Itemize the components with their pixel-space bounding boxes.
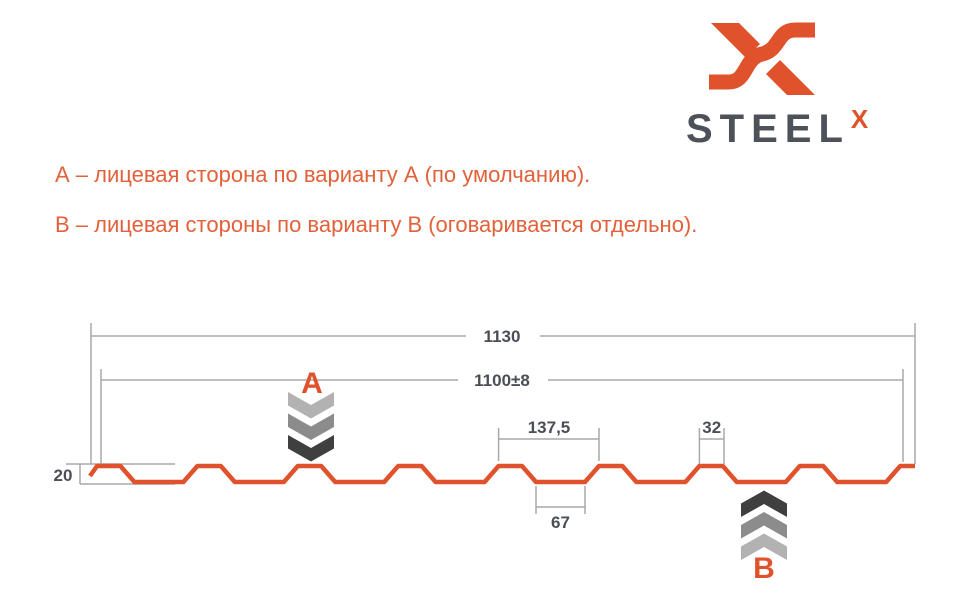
dim-valley-label: 67 xyxy=(551,513,570,532)
side-a-letter: A xyxy=(301,367,323,400)
dim-pitch-label: 137,5 xyxy=(528,418,571,437)
chevron-down-icon xyxy=(288,392,334,462)
dimension-rib-top-width: 32 xyxy=(698,418,725,464)
wordmark-steel: STEEL xyxy=(686,107,850,151)
side-b-marker: B xyxy=(741,490,787,585)
sheet-profile-outline xyxy=(88,463,915,485)
side-b-letter: B xyxy=(753,552,775,585)
note-variant-b: В – лицевая стороны по варианту В (огова… xyxy=(55,212,698,237)
dim-height-label: 20 xyxy=(54,466,73,485)
dim-rib-top-label: 32 xyxy=(702,418,721,437)
dimension-total-width: 1130 xyxy=(90,323,916,464)
side-a-marker: A xyxy=(288,367,334,462)
steelx-wordmark: STEELX xyxy=(686,104,869,152)
chevron-up-icon xyxy=(741,490,787,560)
steelx-logo: STEELX xyxy=(650,15,950,155)
steelx-x-icon xyxy=(709,22,815,95)
dim-total-label: 1130 xyxy=(484,327,521,346)
dimension-rib-pitch: 137,5 xyxy=(497,418,600,461)
dimension-cover-width: 1100±8 xyxy=(100,369,904,464)
dimension-valley-width: 67 xyxy=(535,486,586,532)
wordmark-x-sup: X xyxy=(850,104,869,134)
dim-cover-label: 1100±8 xyxy=(474,371,530,390)
note-variant-a: А – лицевая сторона по варианту А (по ум… xyxy=(55,162,591,187)
